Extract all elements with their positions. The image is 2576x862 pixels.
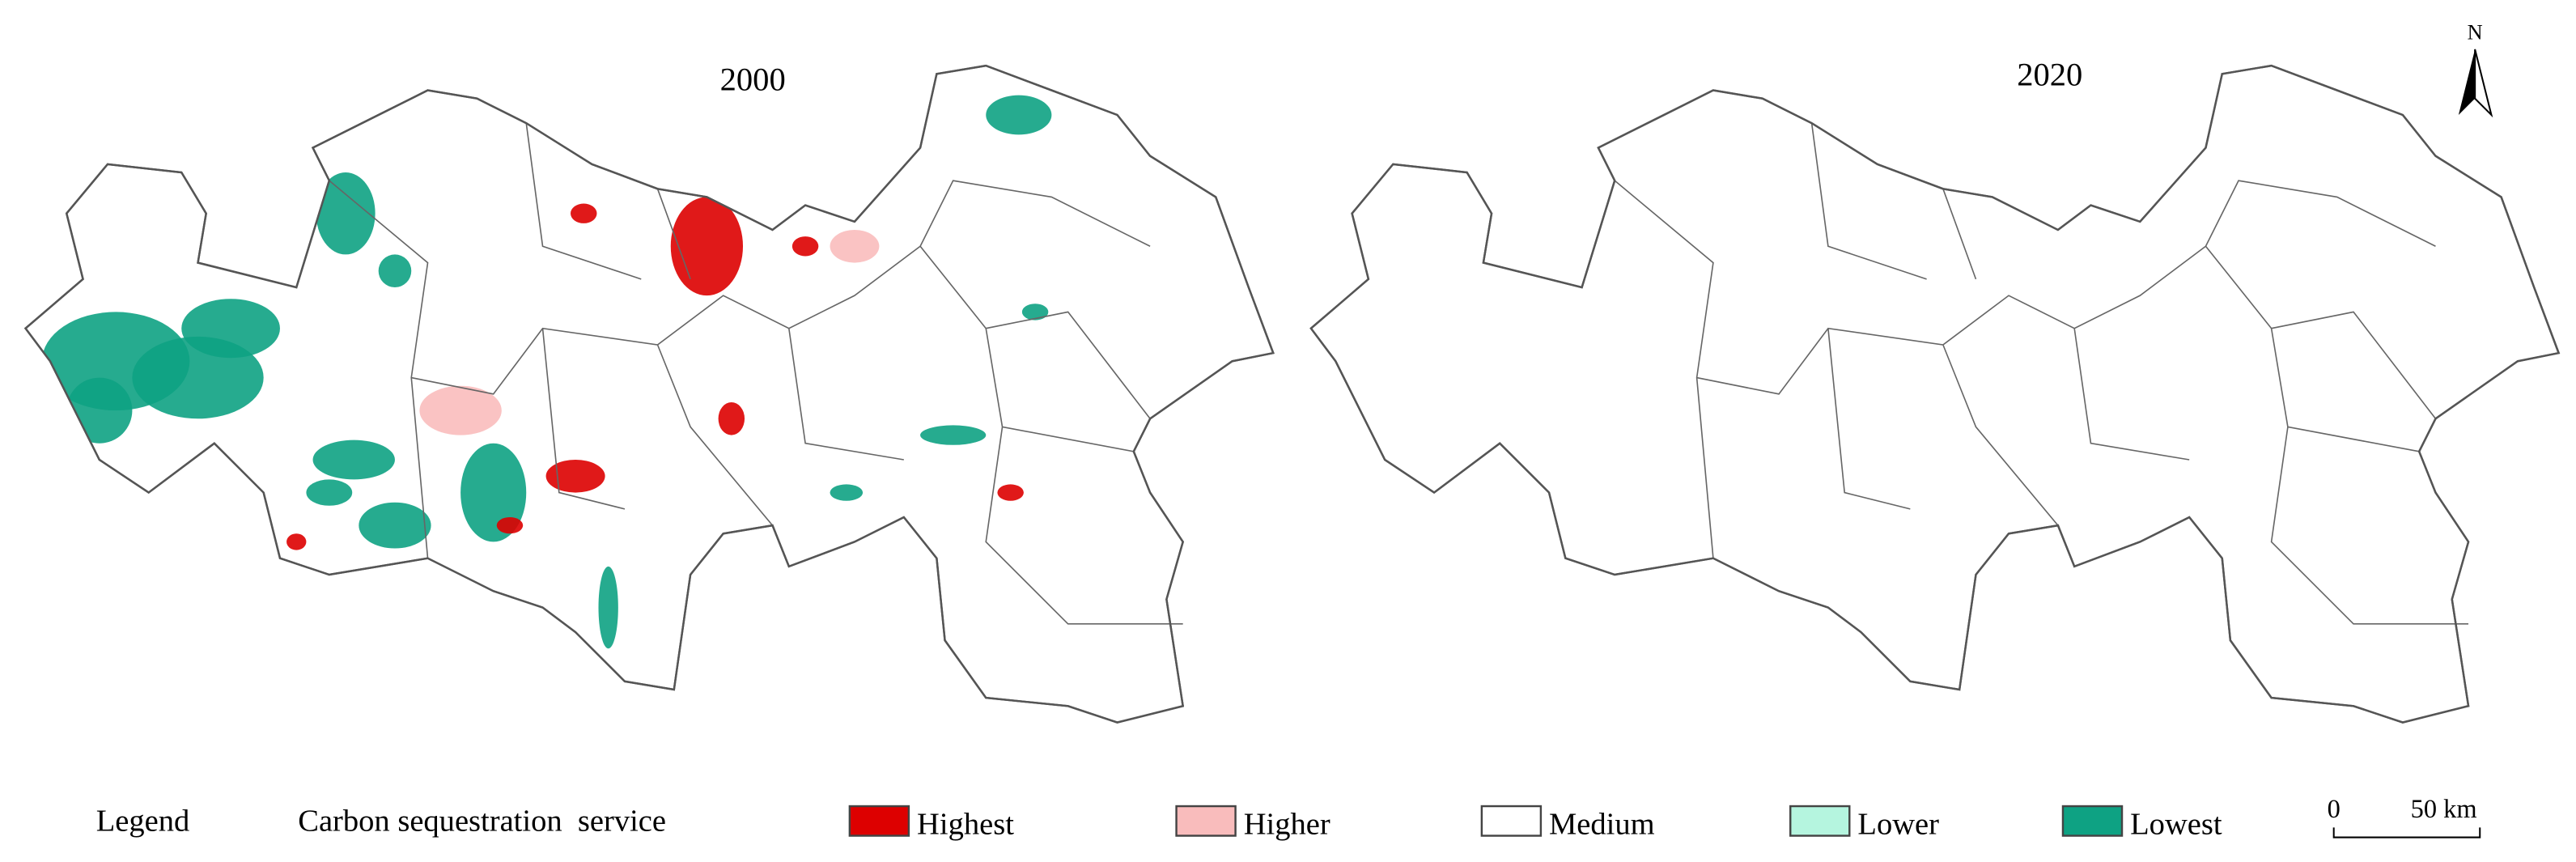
- landcover-patch: [830, 230, 880, 263]
- map-2020: [1309, 64, 2560, 724]
- legend-swatch: [1480, 805, 1543, 837]
- arrow-half: [2458, 49, 2476, 115]
- legend-label: Highest: [917, 808, 1014, 842]
- landcover-patch: [718, 402, 745, 435]
- legend-swatch: [1789, 805, 1851, 837]
- landcover-patch: [571, 203, 597, 223]
- landcover-patch: [997, 484, 1024, 501]
- landcover-patch: [306, 479, 353, 506]
- landcover-patch: [359, 502, 431, 549]
- landcover-patch: [181, 299, 280, 359]
- landcover-patch: [316, 172, 376, 255]
- landcover-patch: [986, 95, 1052, 135]
- legend-swatch: [1175, 805, 1237, 837]
- landcover-patch: [286, 533, 307, 550]
- district-boundary: [1614, 123, 2469, 625]
- landcover-patch: [920, 425, 987, 445]
- landcover-patch: [378, 254, 412, 287]
- legend-swatch: [2061, 805, 2124, 837]
- scale-bar: 0 50 km: [2328, 795, 2481, 839]
- landcover-patch: [791, 236, 819, 257]
- district-boundary: [329, 123, 1183, 625]
- north-label: N: [2468, 21, 2483, 45]
- legend-swatch: [848, 805, 910, 837]
- landcover-patch: [830, 484, 864, 501]
- legend-label: Lowest: [2130, 808, 2222, 842]
- landcover-patch: [496, 517, 524, 534]
- legend-title: Legend: [96, 804, 190, 838]
- landcover-patch: [1021, 304, 1049, 321]
- legend-label: Higher: [1244, 808, 1330, 842]
- landcover-patch: [670, 197, 744, 296]
- landcover-patch: [545, 460, 605, 493]
- landcover-patch: [419, 385, 502, 435]
- scale-start: 0: [2328, 795, 2340, 824]
- scale-end: 50 km: [2411, 795, 2477, 824]
- landcover-patch: [66, 377, 133, 444]
- scale-line: [2332, 827, 2481, 839]
- map-title: 2000: [720, 62, 786, 98]
- map-title: 2020: [2017, 56, 2082, 92]
- landcover-patch: [598, 566, 618, 649]
- map-2000: [24, 64, 1275, 724]
- landcover-patch: [312, 439, 395, 480]
- legend: Highest Higher Medium Lower Lowest: [848, 805, 2222, 842]
- legend-subtitle: Carbon sequestration service: [298, 804, 666, 838]
- arrow-half: [2474, 49, 2493, 118]
- legend-label: Medium: [1549, 808, 1655, 842]
- north-arrow: N: [2458, 21, 2493, 118]
- legend-label: Lower: [1857, 808, 1939, 842]
